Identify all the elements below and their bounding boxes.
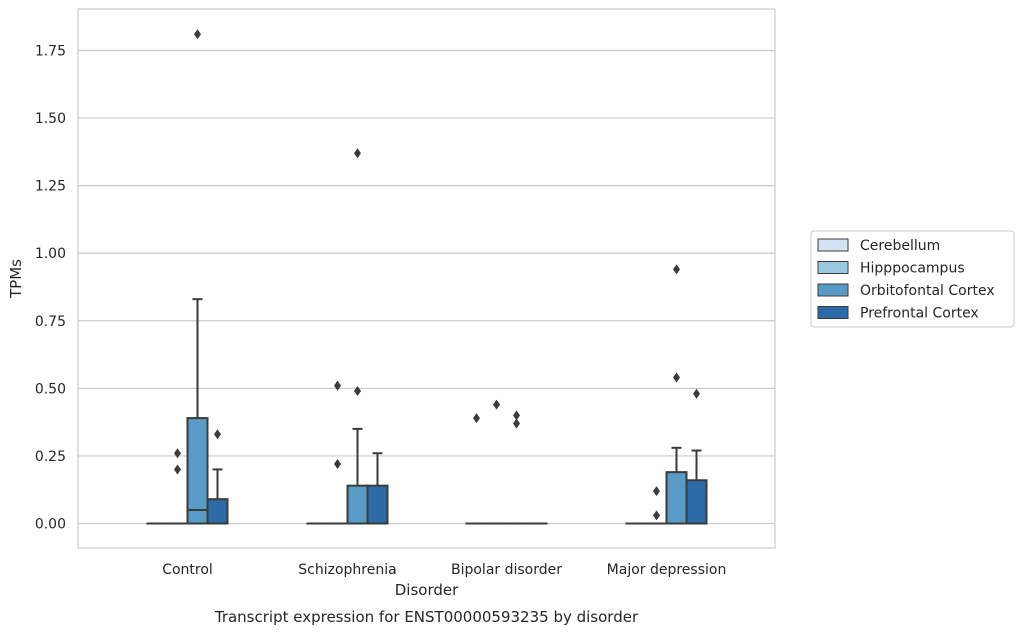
y-tick-label: 0.50 — [35, 381, 66, 397]
outlier-point — [673, 372, 680, 383]
legend-label: Orbitofontal Cortex — [860, 283, 995, 299]
box-group — [206, 429, 229, 525]
x-axis-label: Disorder — [395, 581, 459, 599]
x-axis-ticks: Control Schizophrenia Bipolar disorder Majo… — [162, 562, 726, 578]
box-group — [366, 452, 389, 525]
box — [346, 484, 369, 525]
legend-items: Cerebellum Hipppocampus Orbitofontal Corte… — [817, 238, 995, 322]
y-tick-label: 0.75 — [35, 314, 66, 330]
outlier-point — [513, 418, 520, 429]
y-tick-label: 1.25 — [35, 179, 66, 195]
box — [186, 417, 209, 525]
outlier-point — [174, 448, 181, 459]
legend-swatch — [817, 283, 849, 297]
legend-swatch — [817, 238, 849, 252]
box-group — [186, 29, 209, 525]
y-tick-label: 1.75 — [35, 44, 66, 60]
box-group — [685, 388, 708, 525]
x-tick-label: Schizophrenia — [298, 562, 396, 578]
box-group — [505, 410, 528, 525]
y-tick-label: 0.25 — [35, 449, 66, 465]
legend-swatch — [817, 306, 849, 319]
box-group — [665, 264, 688, 525]
outlier-point — [513, 410, 520, 421]
box-group — [346, 148, 369, 525]
outlier-point — [334, 459, 341, 470]
legend: Cerebellum Hipppocampus Orbitofontal Corte… — [810, 230, 1015, 328]
outlier-point — [473, 413, 480, 424]
chart-caption: Transcript expression for ENST0000059323… — [214, 608, 639, 626]
outlier-point — [354, 148, 361, 159]
outlier-point — [653, 510, 660, 521]
box-group — [485, 399, 508, 525]
box-group — [326, 380, 349, 525]
gridlines — [78, 49, 775, 525]
legend-frame — [810, 230, 1015, 328]
x-tick-label: Bipolar disorder — [451, 562, 562, 578]
plot-frame — [77, 8, 776, 549]
y-tick-label: 0.00 — [35, 517, 66, 533]
outlier-point — [673, 264, 680, 275]
box — [665, 471, 688, 525]
box — [685, 479, 708, 525]
box — [366, 484, 389, 525]
legend-swatch — [817, 261, 849, 274]
outlier-point — [493, 399, 500, 410]
box-group — [465, 413, 488, 525]
box-group — [645, 486, 668, 525]
x-tick-label: Major depression — [607, 562, 727, 578]
outlier-point — [174, 464, 181, 475]
legend-label: Hipppocampus — [860, 261, 965, 277]
y-axis-ticks: 0.00 0.25 0.50 0.75 1.00 1.25 1.50 1.75 — [35, 44, 66, 533]
outlier-point — [334, 380, 341, 391]
outlier-point — [214, 429, 221, 440]
legend-label: Prefrontal Cortex — [860, 306, 979, 322]
box-group — [166, 448, 189, 525]
box — [206, 498, 229, 525]
box-plot-marks — [146, 29, 708, 525]
outlier-point — [194, 29, 201, 40]
x-tick-label: Control — [162, 562, 213, 578]
y-tick-label: 1.50 — [35, 111, 66, 127]
outlier-point — [653, 486, 660, 497]
outlier-point — [693, 388, 700, 399]
y-axis-label: TPMs — [7, 259, 25, 299]
legend-label: Cerebellum — [860, 238, 940, 254]
outlier-point — [354, 386, 361, 397]
y-tick-label: 1.00 — [35, 246, 66, 262]
